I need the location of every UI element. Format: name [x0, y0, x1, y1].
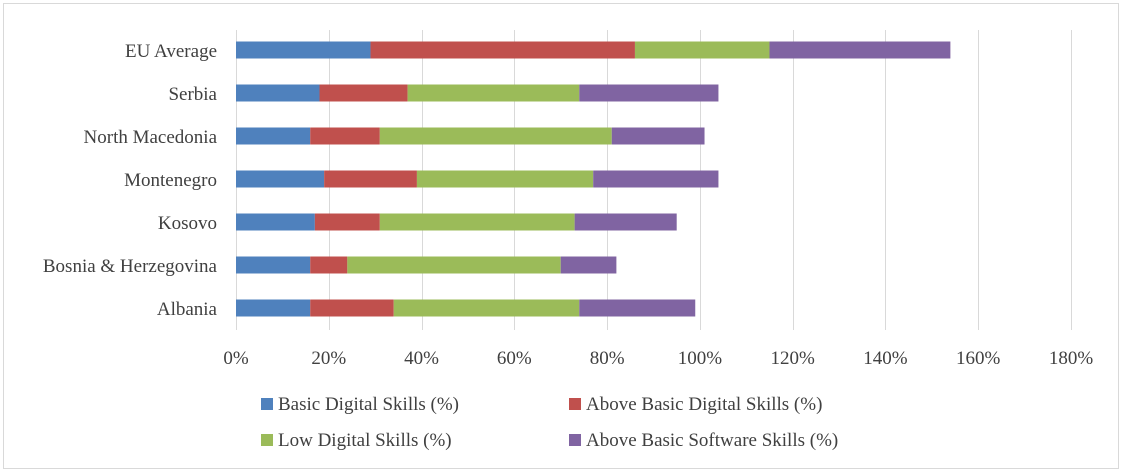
bar-montenegro-low-digital-skills	[416, 170, 594, 188]
category-label-serbia: Serbia	[168, 84, 217, 105]
chart-frame	[3, 3, 1119, 469]
bar-kosovo-basic-digital-skills	[236, 213, 315, 231]
bar-kosovo-above-basic-digital-skills	[314, 213, 380, 231]
legend-swatch-low-digital-skills	[261, 434, 273, 446]
x-tick-label-140: 140%	[863, 348, 908, 369]
legend-label-basic-digital-skills: Basic Digital Skills (%)	[278, 394, 459, 415]
legend-label-above-basic-software-skills: Above Basic Software Skills (%)	[586, 430, 838, 451]
bar-serbia-low-digital-skills	[407, 84, 580, 102]
bar-albania-basic-digital-skills	[236, 299, 311, 317]
bar-serbia-above-basic-software-skills	[579, 84, 719, 102]
x-tick-label-180: 180%	[1049, 348, 1094, 369]
x-tick-label-20: 20%	[311, 348, 346, 369]
bar-north-macedonia-above-basic-software-skills	[611, 127, 705, 145]
bar-bosnia-herzegovina-above-basic-digital-skills	[310, 256, 348, 274]
x-tick-label-60: 60%	[497, 348, 532, 369]
bar-montenegro-above-basic-digital-skills	[324, 170, 417, 188]
bar-albania-above-basic-digital-skills	[310, 299, 394, 317]
bar-eu-average-basic-digital-skills	[236, 41, 371, 59]
bar-eu-average-above-basic-software-skills	[769, 41, 951, 59]
bar-montenegro-above-basic-software-skills	[593, 170, 719, 188]
bar-bosnia-herzegovina-above-basic-software-skills	[560, 256, 617, 274]
bar-eu-average-above-basic-digital-skills	[370, 41, 635, 59]
bars	[236, 41, 951, 317]
legend-label-above-basic-digital-skills: Above Basic Digital Skills (%)	[586, 394, 822, 415]
bar-north-macedonia-above-basic-digital-skills	[310, 127, 380, 145]
bar-bosnia-herzegovina-low-digital-skills	[347, 256, 561, 274]
legend-swatch-basic-digital-skills	[261, 398, 273, 410]
legend-swatch-above-basic-digital-skills	[569, 398, 581, 410]
bar-serbia-basic-digital-skills	[236, 84, 320, 102]
bar-bosnia-herzegovina-basic-digital-skills	[236, 256, 311, 274]
legend: Basic Digital Skills (%) Above Basic Digi…	[261, 394, 838, 451]
category-label-bosnia-herzegovina: Bosnia & Herzegovina	[43, 256, 218, 277]
bar-albania-low-digital-skills	[393, 299, 580, 317]
gridlines	[236, 30, 1072, 330]
category-labels: EU Average Serbia North Macedonia Montenegr…	[43, 41, 218, 320]
bar-kosovo-low-digital-skills	[379, 213, 575, 231]
legend-label-low-digital-skills: Low Digital Skills (%)	[278, 430, 452, 451]
bar-serbia-above-basic-digital-skills	[319, 84, 408, 102]
x-tick-labels: 0% 20% 40% 60% 80% 100% 120% 140% 160% 180%	[223, 348, 1093, 369]
bar-eu-average-low-digital-skills	[634, 41, 770, 59]
category-label-north-macedonia: North Macedonia	[84, 127, 218, 148]
x-tick-label-100: 100%	[678, 348, 723, 369]
bar-north-macedonia-basic-digital-skills	[236, 127, 311, 145]
category-label-albania: Albania	[157, 299, 218, 320]
legend-swatch-above-basic-software-skills	[569, 434, 581, 446]
bar-kosovo-above-basic-software-skills	[574, 213, 677, 231]
bar-montenegro-basic-digital-skills	[236, 170, 325, 188]
category-label-kosovo: Kosovo	[158, 213, 217, 234]
category-label-eu-average: EU Average	[125, 41, 217, 62]
bar-albania-above-basic-software-skills	[579, 299, 696, 317]
x-tick-label-0: 0%	[223, 348, 249, 369]
category-label-montenegro: Montenegro	[124, 170, 217, 191]
x-tick-label-160: 160%	[956, 348, 1001, 369]
x-tick-label-120: 120%	[771, 348, 816, 369]
bar-north-macedonia-low-digital-skills	[379, 127, 612, 145]
x-tick-label-80: 80%	[590, 348, 625, 369]
x-tick-label-40: 40%	[404, 348, 439, 369]
